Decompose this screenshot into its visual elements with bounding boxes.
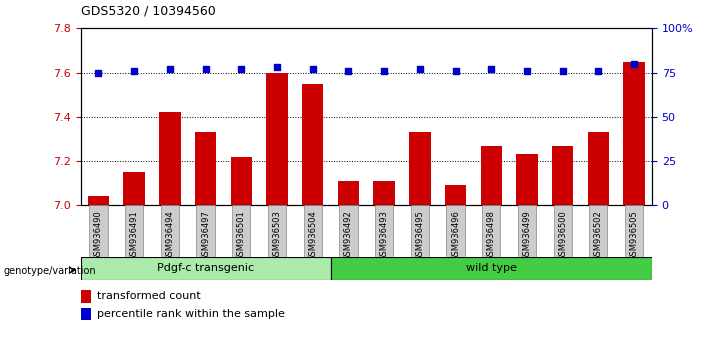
Text: GSM936493: GSM936493 bbox=[380, 210, 388, 261]
Point bbox=[450, 68, 461, 74]
FancyBboxPatch shape bbox=[304, 205, 322, 257]
Text: GSM936502: GSM936502 bbox=[594, 210, 603, 261]
Point bbox=[236, 66, 247, 72]
Text: GSM936495: GSM936495 bbox=[415, 210, 424, 261]
Bar bbox=[81, 308, 91, 320]
FancyBboxPatch shape bbox=[482, 205, 501, 257]
Point bbox=[307, 66, 318, 72]
Text: GSM936505: GSM936505 bbox=[629, 210, 639, 261]
Bar bbox=[195, 132, 217, 205]
Point bbox=[414, 66, 426, 72]
Bar bbox=[516, 154, 538, 205]
Text: GSM936497: GSM936497 bbox=[201, 210, 210, 261]
Bar bbox=[338, 181, 359, 205]
Text: genotype/variation: genotype/variation bbox=[4, 266, 96, 276]
Point bbox=[522, 68, 533, 74]
Text: GSM936496: GSM936496 bbox=[451, 210, 460, 261]
Bar bbox=[445, 185, 466, 205]
Text: GSM936491: GSM936491 bbox=[130, 210, 139, 261]
FancyBboxPatch shape bbox=[196, 205, 215, 257]
FancyBboxPatch shape bbox=[161, 205, 179, 257]
Bar bbox=[123, 172, 145, 205]
Point bbox=[128, 68, 139, 74]
FancyBboxPatch shape bbox=[518, 205, 536, 257]
Bar bbox=[302, 84, 323, 205]
Point bbox=[486, 66, 497, 72]
Point bbox=[629, 61, 640, 67]
FancyBboxPatch shape bbox=[590, 205, 608, 257]
Bar bbox=[587, 132, 609, 205]
Text: GSM936500: GSM936500 bbox=[558, 210, 567, 261]
Text: percentile rank within the sample: percentile rank within the sample bbox=[97, 309, 285, 319]
Text: GSM936499: GSM936499 bbox=[522, 210, 531, 261]
Text: GDS5320 / 10394560: GDS5320 / 10394560 bbox=[81, 5, 215, 18]
Bar bbox=[266, 73, 287, 205]
Text: wild type: wild type bbox=[465, 263, 517, 273]
Point bbox=[200, 66, 211, 72]
Text: GSM936503: GSM936503 bbox=[273, 210, 282, 261]
Point bbox=[164, 66, 175, 72]
Bar bbox=[623, 62, 645, 205]
Point bbox=[379, 68, 390, 74]
Text: GSM936501: GSM936501 bbox=[237, 210, 246, 261]
Text: GSM936498: GSM936498 bbox=[486, 210, 496, 261]
Bar bbox=[374, 181, 395, 205]
FancyBboxPatch shape bbox=[554, 205, 572, 257]
Text: GSM936494: GSM936494 bbox=[165, 210, 175, 261]
Bar bbox=[481, 145, 502, 205]
FancyBboxPatch shape bbox=[89, 205, 107, 257]
Bar bbox=[409, 132, 430, 205]
Bar bbox=[81, 290, 91, 303]
Text: Pdgf-c transgenic: Pdgf-c transgenic bbox=[157, 263, 254, 273]
Text: GSM936492: GSM936492 bbox=[344, 210, 353, 261]
FancyBboxPatch shape bbox=[447, 205, 465, 257]
FancyBboxPatch shape bbox=[268, 205, 286, 257]
Text: transformed count: transformed count bbox=[97, 291, 200, 301]
Bar bbox=[88, 196, 109, 205]
Point bbox=[343, 68, 354, 74]
FancyBboxPatch shape bbox=[375, 205, 393, 257]
Point bbox=[557, 68, 569, 74]
FancyBboxPatch shape bbox=[339, 205, 358, 257]
FancyBboxPatch shape bbox=[232, 205, 250, 257]
Bar bbox=[81, 257, 331, 280]
FancyBboxPatch shape bbox=[125, 205, 143, 257]
Bar bbox=[552, 145, 573, 205]
Bar bbox=[331, 257, 652, 280]
Text: GSM936504: GSM936504 bbox=[308, 210, 318, 261]
Text: GSM936490: GSM936490 bbox=[94, 210, 103, 261]
Bar bbox=[159, 113, 181, 205]
Point bbox=[271, 64, 283, 70]
FancyBboxPatch shape bbox=[625, 205, 644, 257]
Point bbox=[593, 68, 604, 74]
Point bbox=[93, 70, 104, 75]
Bar bbox=[231, 156, 252, 205]
FancyBboxPatch shape bbox=[411, 205, 429, 257]
